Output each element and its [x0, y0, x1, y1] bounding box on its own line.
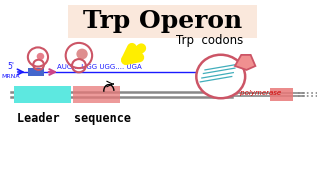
Text: Trp  codons: Trp codons: [176, 34, 243, 47]
Bar: [28, 68, 44, 76]
Text: AUG....UGG UGG.... UGA: AUG....UGG UGG.... UGA: [57, 64, 142, 70]
Ellipse shape: [196, 55, 245, 98]
Text: 5': 5': [7, 62, 14, 71]
Circle shape: [37, 53, 44, 60]
Circle shape: [76, 49, 88, 59]
Text: Trp Operon: Trp Operon: [83, 9, 242, 33]
Bar: [73, 86, 120, 103]
FancyBboxPatch shape: [68, 4, 257, 37]
Text: MRNA: MRNA: [1, 74, 20, 79]
Text: RNA polymerase: RNA polymerase: [223, 90, 281, 96]
Text: Leader  sequence: Leader sequence: [17, 112, 131, 125]
Bar: [14, 86, 71, 103]
Polygon shape: [235, 55, 255, 70]
Bar: [269, 88, 293, 101]
